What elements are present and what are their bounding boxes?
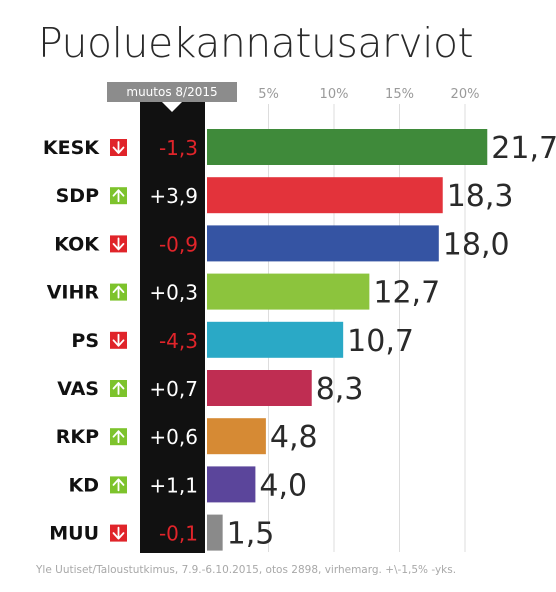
change-value: +1,1 [149,473,198,497]
change-value: +3,9 [149,184,198,208]
arrow-up-glyph [112,478,125,492]
bar-value-label: 1,5 [227,517,275,552]
bar-value-label: 4,0 [259,468,307,503]
bar-value-label: 18,0 [443,227,510,262]
change-value: -0,9 [159,232,198,256]
party-label: KESK [43,137,100,159]
bar [207,466,256,503]
footnote: Yle Uutiset/Taloustutkimus, 7.9.-6.10.20… [36,564,457,576]
bar-value-label: 21,7 [491,131,556,166]
arrow-down-glyph [112,333,125,347]
bar [207,225,439,262]
x-tick-label: 15% [385,87,414,102]
x-tick-label: 10% [320,87,349,102]
party-label: VAS [57,378,99,400]
arrow-up-glyph [112,189,125,203]
change-value: -0,1 [159,522,198,546]
change-value: +0,6 [149,425,198,449]
change-column-header: muutos 8/2015 [107,82,237,102]
party-label: RKP [56,426,99,448]
bar [207,273,370,310]
party-label: SDP [56,185,99,207]
arrow-down-glyph [112,141,125,154]
arrow-up-glyph [112,430,125,444]
bar [207,129,488,165]
chart-title: Puoluekannatusarviot [38,19,474,67]
arrow-up-glyph [112,285,125,299]
x-tick-label: 20% [451,87,480,102]
change-value: +0,7 [149,377,198,401]
change-column-background [140,102,205,553]
change-value: -4,3 [159,329,198,353]
party-label: PS [71,330,99,352]
change-value: +0,3 [149,281,198,305]
bar [207,370,312,406]
party-label: VIHR [47,282,100,304]
bar-value-label: 8,3 [316,372,364,407]
bar [207,418,266,455]
arrow-down-glyph [112,237,125,251]
x-tick-label: 5% [258,87,279,102]
bar-value-label: 12,7 [373,276,440,311]
bar [207,514,223,551]
change-value: -1,3 [159,136,198,160]
bar-value-label: 4,8 [270,420,318,455]
bar [207,321,344,358]
bar-value-label: 10,7 [347,324,414,359]
arrow-up-glyph [112,382,125,395]
party-label: MUU [49,523,99,545]
party-label: KD [69,474,100,496]
bar-value-label: 18,3 [447,179,514,214]
arrow-down-glyph [112,526,125,540]
bar [207,177,443,214]
party-label: KOK [54,233,100,255]
